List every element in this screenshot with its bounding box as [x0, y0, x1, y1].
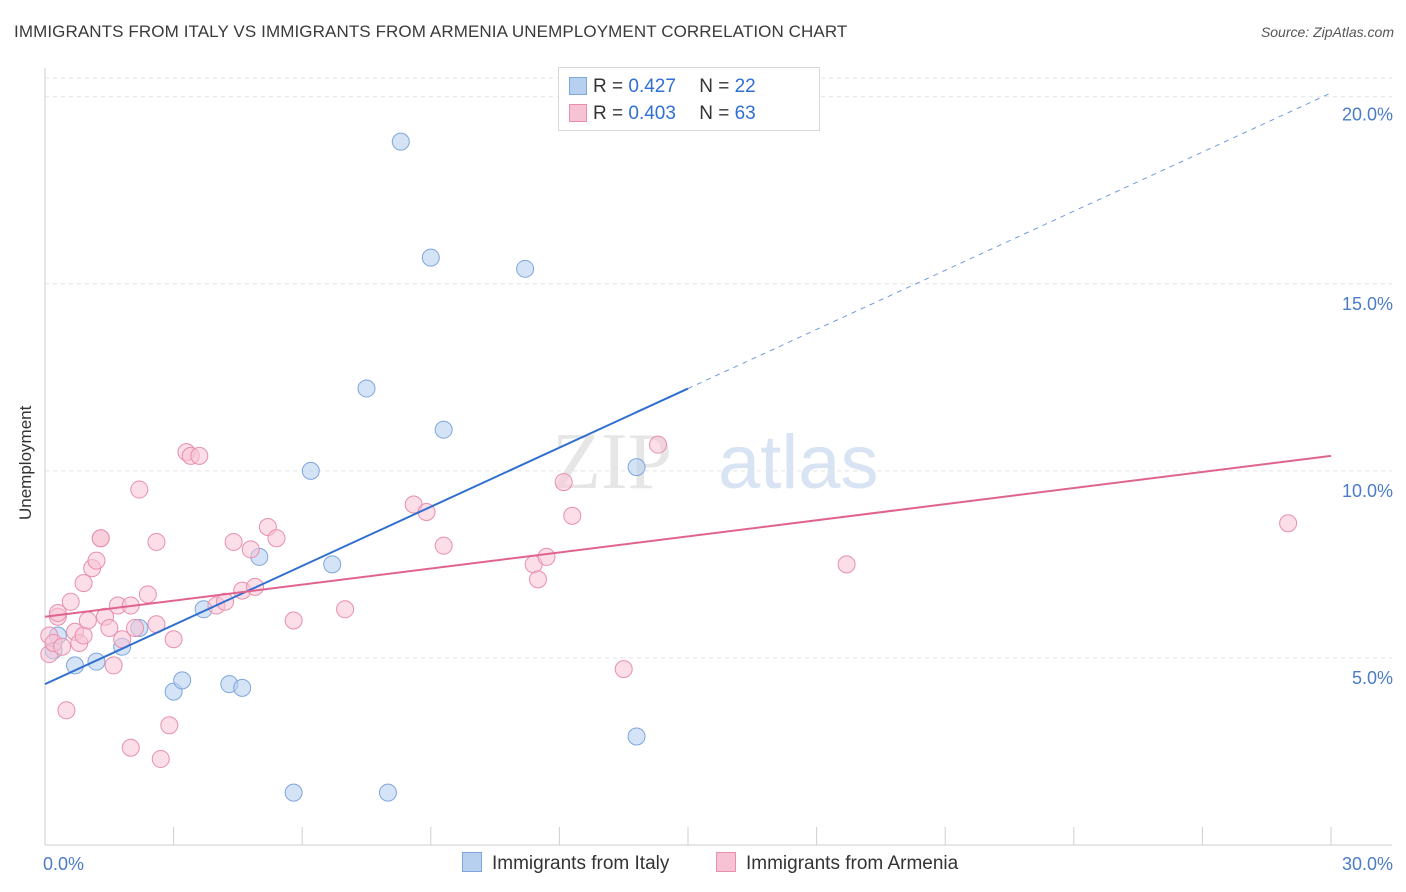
bottom-legend-swatch-italy [462, 852, 482, 872]
x-tick-label: 0.0% [43, 854, 84, 874]
y-tick-label: 15.0% [1342, 294, 1393, 314]
bottom-legend-italy: Immigrants from Italy [462, 852, 669, 876]
italy-point [627, 458, 646, 477]
armenia-point [563, 506, 582, 525]
bottom-legend-label-armenia: Immigrants from Armenia [746, 853, 959, 874]
legend-row-italy: R = 0.427 N = 22 [569, 76, 756, 98]
y-tick-label: 5.0% [1352, 668, 1393, 688]
armenia-point [91, 529, 110, 548]
armenia-point [74, 574, 93, 593]
italy-point [434, 420, 453, 439]
armenia-point [614, 660, 633, 679]
axes [44, 68, 1392, 846]
armenia-point [241, 540, 260, 559]
armenia-point [554, 473, 573, 492]
armenia-point [57, 701, 76, 720]
armenia-point [648, 435, 667, 454]
armenia-trend-line [44, 454, 1332, 618]
armenia-series [40, 435, 1298, 768]
armenia-point [537, 547, 556, 566]
armenia-point [190, 446, 209, 465]
italy-point [173, 671, 192, 690]
legend-r-label: R = [593, 103, 629, 124]
italy-point [391, 132, 410, 151]
legend: R = 0.427 N = 22 R = 0.403 N = 63 [558, 67, 820, 131]
tick-labels: 5.0% 10.0% 15.0% 20.0% 0.0% 30.0% [43, 105, 1393, 874]
watermark: ZIP atlas [552, 418, 879, 506]
armenia-point [151, 749, 170, 768]
legend-row-armenia: R = 0.403 N = 63 [569, 103, 756, 125]
legend-r-value: 0.427 [628, 76, 676, 97]
italy-point [627, 727, 646, 746]
armenia-point [121, 738, 140, 757]
watermark-atlas: atlas [718, 420, 879, 505]
armenia-point [1279, 514, 1298, 533]
armenia-point [130, 480, 149, 499]
italy-point [323, 555, 342, 574]
trend-lines [44, 92, 1332, 686]
italy-point [421, 248, 440, 267]
legend-swatch-italy [569, 77, 587, 95]
italy-point [87, 652, 106, 671]
chart-title: IMMIGRANTS FROM ITALY VS IMMIGRANTS FROM… [14, 22, 848, 41]
legend-r-value: 0.403 [628, 103, 676, 124]
armenia-point [61, 592, 80, 611]
legend-n-label: N = [699, 76, 735, 97]
y-tick-label: 10.0% [1342, 481, 1393, 501]
italy-point [378, 783, 397, 802]
y-tick-label: 20.0% [1342, 105, 1393, 125]
italy-trend-line [44, 387, 689, 686]
bottom-legend-armenia: Immigrants from Armenia [716, 852, 958, 876]
legend-n-value: 22 [734, 76, 756, 97]
armenia-point [78, 611, 97, 630]
italy-point [516, 259, 535, 278]
legend-n-label: N = [699, 103, 735, 124]
armenia-point [164, 630, 183, 649]
armenia-point [87, 551, 106, 570]
armenia-point [224, 532, 243, 551]
grid-lines [45, 77, 1392, 659]
italy-point [301, 461, 320, 480]
armenia-point [160, 716, 179, 735]
armenia-point [74, 626, 93, 645]
armenia-point [837, 555, 856, 574]
bottom-legend-swatch-armenia [716, 852, 736, 872]
legend-n-value: 63 [734, 103, 756, 124]
armenia-point [104, 656, 123, 675]
armenia-point [336, 600, 355, 619]
armenia-point [147, 532, 166, 551]
italy-point [233, 678, 252, 697]
legend-swatch-armenia [569, 104, 587, 122]
armenia-point [434, 536, 453, 555]
italy-trend-extension [687, 92, 1332, 389]
watermark-zip: ZIP [552, 418, 672, 506]
armenia-point [138, 585, 157, 604]
x-tick-label: 30.0% [1342, 854, 1393, 874]
italy-point [357, 379, 376, 398]
armenia-point [267, 529, 286, 548]
bottom-legend-label-italy: Immigrants from Italy [492, 853, 670, 874]
armenia-point [284, 611, 303, 630]
legend-r-label: R = [593, 76, 629, 97]
armenia-point [53, 637, 72, 656]
italy-point [284, 783, 303, 802]
armenia-point [528, 570, 547, 589]
armenia-point [48, 604, 67, 623]
armenia-point [100, 618, 119, 637]
source-credit: Source: ZipAtlas.com [1260, 24, 1394, 40]
armenia-point [126, 618, 145, 637]
